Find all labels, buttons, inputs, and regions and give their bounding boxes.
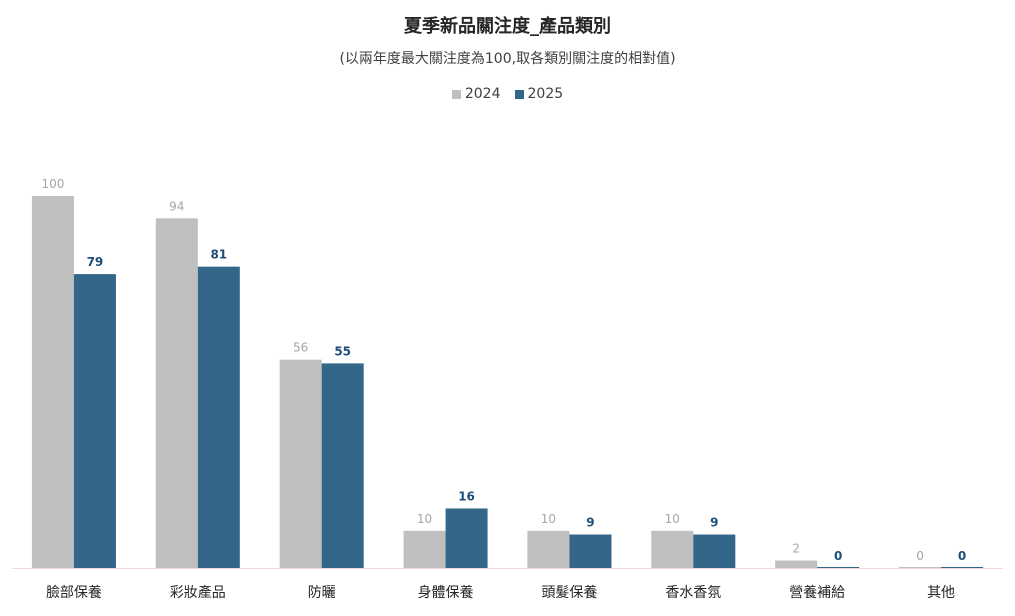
chart-title: 夏季新品關注度_產品類別: [404, 16, 611, 37]
category-label-0: 臉部保養: [46, 584, 102, 601]
data-label-2025-5: 9: [710, 516, 718, 530]
bar-2025-4: [569, 534, 612, 568]
bar-2024-5: [651, 530, 694, 568]
category-label-5: 香水香氛: [665, 585, 721, 601]
bar-2024-1: [155, 218, 198, 568]
data-label-2025-3: 16: [458, 489, 475, 503]
data-label-2024-2: 56: [293, 341, 308, 355]
bar-2024-7: [899, 567, 942, 568]
data-label-2024-1: 94: [169, 199, 184, 213]
legend-swatch-2024: [451, 89, 461, 99]
legend: 2024 2025: [0, 86, 1015, 102]
data-label-2024-0: 100: [41, 177, 64, 191]
category-label-1: 彩妝產品: [170, 584, 226, 601]
bar-2024-6: [775, 560, 818, 568]
bar-2024-4: [527, 530, 570, 568]
data-label-2025-2: 55: [334, 344, 351, 358]
bar-2024-3: [403, 530, 446, 568]
bar-2024-2: [279, 359, 322, 568]
bar-2025-5: [693, 534, 736, 568]
data-label-2024-4: 10: [541, 512, 556, 526]
bar-2025-6: [817, 567, 860, 568]
data-label-2024-7: 0: [916, 549, 924, 563]
category-label-7: 其他: [927, 585, 955, 601]
category-label-3: 身體保養: [418, 584, 474, 601]
bar-2025-3: [445, 508, 488, 568]
data-label-2025-1: 81: [210, 248, 227, 262]
legend-item-2025: 2025: [514, 86, 564, 102]
chart-subtitle: (以兩年度最大關注度為100,取各類別關注度的相對值): [339, 51, 676, 67]
legend-item-2024: 2024: [451, 86, 501, 102]
data-label-2025-6: 0: [834, 549, 842, 563]
data-label-2025-4: 9: [586, 516, 594, 530]
data-label-2024-3: 10: [417, 512, 432, 526]
bar-2025-7: [941, 567, 984, 568]
bar-2024-0: [31, 196, 74, 568]
data-label-2024-6: 2: [792, 542, 800, 556]
data-label-2025-0: 79: [87, 255, 104, 269]
category-label-6: 營養補給: [789, 584, 845, 601]
legend-swatch-2025: [514, 89, 524, 99]
legend-label-2024: 2024: [464, 86, 501, 102]
data-label-2024-5: 10: [665, 512, 680, 526]
data-label-2025-7: 0: [958, 549, 966, 563]
bar-2025-1: [197, 266, 240, 568]
legend-label-2025: 2025: [527, 86, 564, 102]
bar-2025-0: [73, 274, 116, 568]
category-label-2: 防曬: [308, 585, 336, 601]
category-label-4: 頭髮保養: [541, 584, 597, 601]
bar-2025-2: [321, 363, 364, 568]
